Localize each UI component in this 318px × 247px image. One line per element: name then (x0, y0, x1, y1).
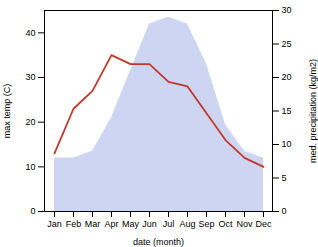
svg-text:30: 30 (282, 5, 292, 15)
svg-text:med. precipitation (kg/m2): med. precipitation (kg/m2) (308, 59, 318, 163)
svg-text:Dec: Dec (255, 219, 272, 229)
svg-text:max temp (C): max temp (C) (2, 84, 12, 139)
svg-text:25: 25 (282, 39, 292, 49)
svg-text:20: 20 (25, 117, 35, 127)
svg-text:Oct: Oct (218, 219, 233, 229)
svg-text:10: 10 (25, 162, 35, 172)
svg-text:5: 5 (282, 173, 287, 183)
svg-text:Feb: Feb (66, 219, 82, 229)
svg-text:Mar: Mar (85, 219, 101, 229)
svg-text:Jan: Jan (47, 219, 62, 229)
svg-text:Jun: Jun (142, 219, 157, 229)
svg-text:0: 0 (30, 206, 35, 216)
svg-text:Aug: Aug (179, 219, 195, 229)
svg-text:10: 10 (282, 139, 292, 149)
svg-text:20: 20 (282, 72, 292, 82)
svg-text:Nov: Nov (236, 219, 253, 229)
svg-text:40: 40 (25, 28, 35, 38)
svg-text:Apr: Apr (104, 219, 118, 229)
svg-text:date (month): date (month) (133, 237, 184, 247)
svg-text:0: 0 (282, 206, 287, 216)
svg-text:30: 30 (25, 72, 35, 82)
svg-text:May: May (122, 219, 140, 229)
svg-text:Sep: Sep (198, 219, 214, 229)
svg-text:15: 15 (282, 106, 292, 116)
svg-text:Jul: Jul (163, 219, 175, 229)
